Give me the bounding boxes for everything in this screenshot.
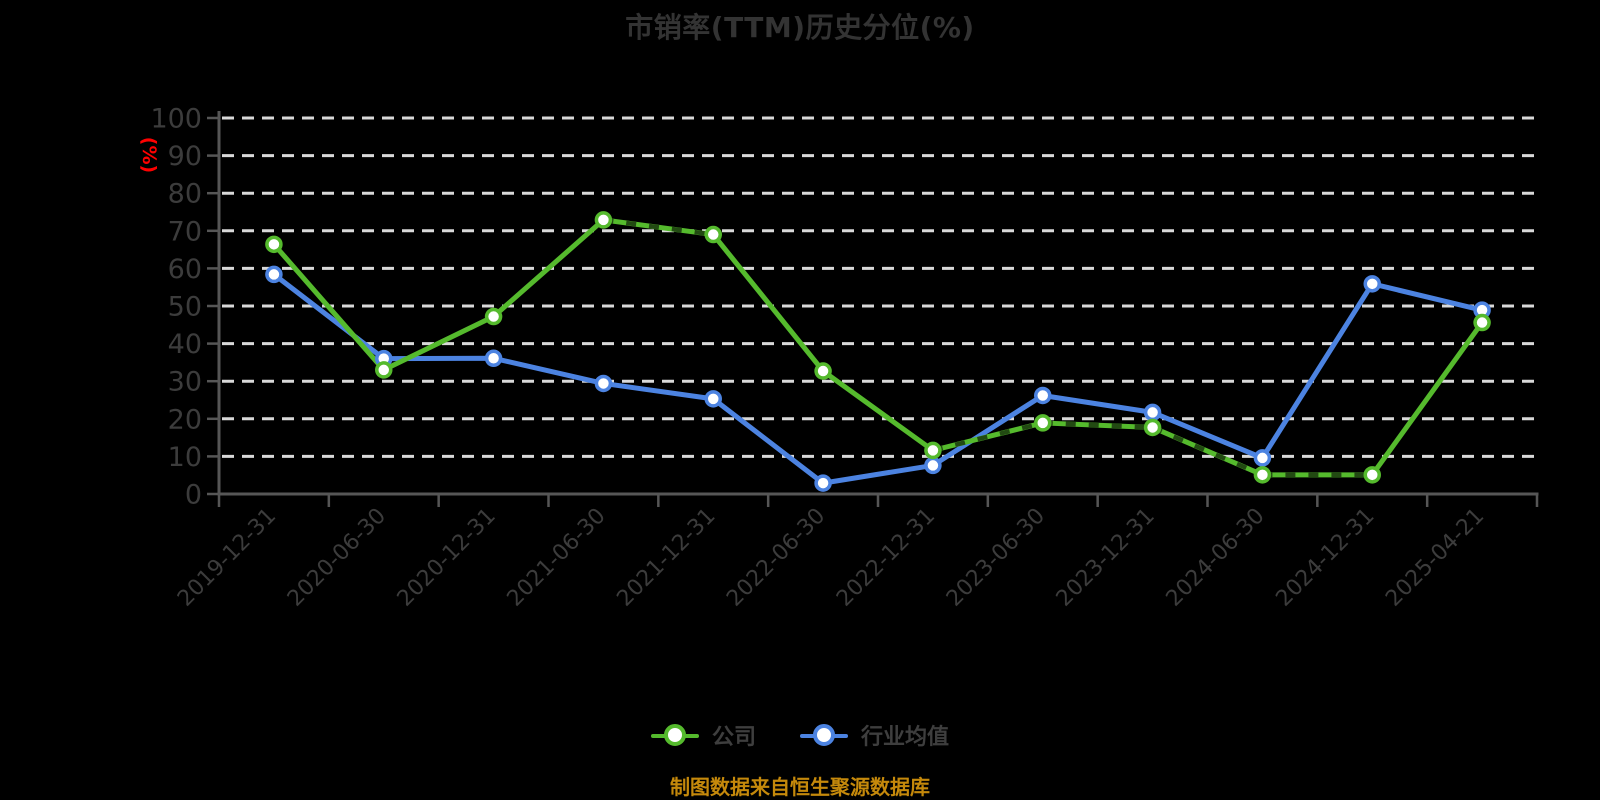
company-data-point — [594, 211, 613, 229]
industry-average-data-point — [814, 474, 832, 492]
x-tick-label: 2021-06-30 — [503, 504, 611, 612]
x-tick-label: 2025-04-21 — [1381, 504, 1489, 612]
y-tick-label: 50 — [168, 292, 202, 323]
company-data-point — [1034, 414, 1052, 432]
industry-series-marker-icon — [800, 724, 848, 746]
x-tick-label: 2023-06-30 — [942, 504, 1050, 612]
industry-average-data-point — [1034, 386, 1052, 405]
y-tick-label: 100 — [150, 104, 202, 135]
x-tick-label: 2020-12-31 — [393, 504, 501, 612]
y-tick-label: 90 — [168, 141, 202, 172]
industry-average-data-point — [1253, 449, 1272, 467]
x-tick-label: 2022-06-30 — [722, 504, 830, 612]
company-line — [271, 217, 1485, 478]
legend-item-industry-average[interactable]: 行业均值 — [800, 719, 949, 751]
industry-average-data-point — [1363, 275, 1381, 293]
x-tick-label: 2023-12-31 — [1052, 504, 1160, 612]
company-line-dashed-overlay — [603, 217, 714, 237]
legend-label-industry-average: 行业均值 — [861, 725, 950, 750]
company-data-point — [1473, 313, 1491, 332]
x-tick-label: 2024-12-31 — [1271, 504, 1379, 612]
legend-item-company[interactable]: 公司 — [650, 719, 756, 751]
industry-average-data-point — [924, 456, 942, 475]
company-data-point — [265, 235, 283, 254]
industry-average-data-point — [594, 374, 613, 393]
x-tick-label: 2021-12-31 — [612, 504, 720, 612]
y-tick-label: 20 — [168, 404, 202, 435]
industry-average-data-point — [1143, 403, 1162, 422]
company-data-point — [924, 441, 942, 460]
legend: 公司 行业均值 — [0, 719, 1600, 751]
data-source-note: 制图数据来自恒生聚源数据库 — [670, 775, 930, 799]
y-tick-label: 70 — [168, 216, 202, 247]
company-data-point — [1363, 466, 1381, 484]
x-tick-label: 2019-12-31 — [173, 504, 281, 612]
y-tick-label: 40 — [168, 329, 202, 360]
y-tick-label: 0 — [185, 480, 202, 511]
company-data-point — [484, 307, 503, 326]
company-line-dashed-overlay — [1151, 425, 1264, 477]
y-tick-label: 80 — [168, 179, 202, 210]
company-data-point — [1143, 418, 1162, 437]
industry-average-data-point — [704, 390, 722, 408]
company-data-point — [1253, 466, 1272, 484]
company-series-marker-icon — [650, 724, 699, 746]
y-tick-label: 60 — [168, 254, 202, 285]
chart-canvas: 0 10 20 30 40 50 60 70 80 90 100 2019-12-31 2020-06-… — [150, 104, 1539, 612]
x-tick-label: 2022-12-31 — [832, 504, 940, 612]
industry-average-data-point — [484, 349, 503, 368]
industry-average-data-point — [265, 265, 283, 284]
company-legend-circle — [663, 724, 686, 746]
x-tick-label: 2020-06-30 — [283, 504, 391, 612]
chart-title: 市销率(TTM)历史分位(%) — [625, 11, 975, 44]
y-tick-label: 10 — [168, 442, 202, 473]
company-data-point — [375, 361, 393, 379]
company-line-dashed-overlay — [1042, 420, 1153, 430]
company-data-point — [814, 362, 832, 380]
company-data-point — [704, 225, 722, 244]
y-tick-label: 30 — [168, 367, 202, 398]
industry-legend-circle — [813, 724, 835, 746]
company-line-dashed-overlay — [932, 420, 1044, 453]
x-tick-label: 2024-06-30 — [1162, 504, 1270, 612]
legend-label-company: 公司 — [711, 725, 756, 750]
industry-average-line — [271, 271, 1485, 486]
